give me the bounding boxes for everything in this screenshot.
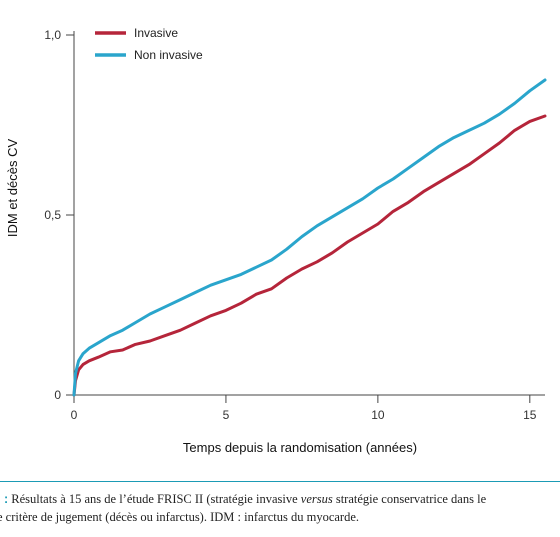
legend-label: Non invasive — [134, 48, 203, 62]
y-axis: 0 0,5 1,0 — [44, 28, 75, 402]
caption-text-before: Résultats à 15 ans de l’étude FRISC II (… — [8, 492, 301, 506]
x-axis-title: Temps depuis la randomisation (années) — [183, 440, 417, 455]
x-tick-label: 5 — [223, 408, 230, 422]
y-tick-label: 1,0 — [44, 28, 61, 42]
series-line-non-invasive — [72, 78, 547, 397]
legend-label: Invasive — [134, 26, 178, 40]
series-layer — [72, 78, 547, 397]
caption-line-2: e critère de jugement (décès ou infarctu… — [0, 510, 360, 524]
y-tick-label: 0,5 — [44, 208, 61, 222]
x-axis: 0 5 10 15 — [71, 394, 545, 422]
line-chart: 0 0,5 1,0 0 5 10 15 Invasive Non invasive IDM … — [5, 26, 547, 455]
x-tick-label: 15 — [523, 408, 537, 422]
x-tick-label: 0 — [71, 408, 78, 422]
caption-italic: versus — [300, 492, 333, 506]
caption-lead: l : — [0, 492, 9, 506]
series-line-invasive — [72, 114, 547, 397]
caption-line-1: l : Résultats à 15 ans de l’étude FRISC … — [0, 490, 560, 508]
y-tick-label: 0 — [54, 388, 61, 402]
caption-divider — [0, 481, 560, 482]
figure-caption: l : Résultats à 15 ans de l’étude FRISC … — [0, 490, 560, 526]
caption-text-after: stratégie conservatrice dans le — [332, 492, 487, 506]
x-tick-label: 10 — [371, 408, 385, 422]
y-axis-title: IDM et décès CV — [5, 139, 20, 238]
legend: Invasive Non invasive — [95, 26, 203, 62]
